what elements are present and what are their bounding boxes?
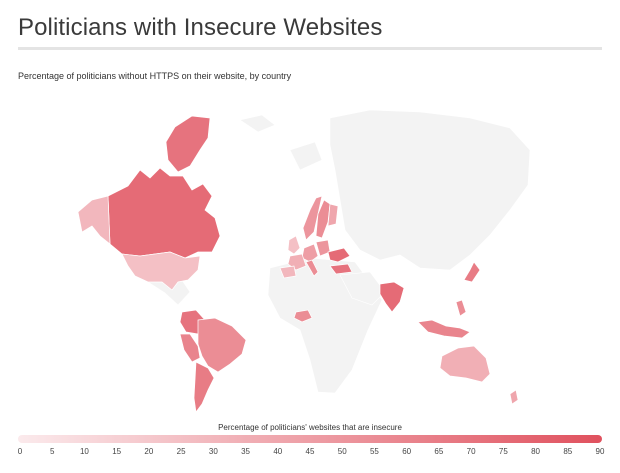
- middle-east-land: [339, 271, 386, 306]
- legend-tick-label: 40: [273, 447, 283, 456]
- legend-tick-label: 30: [208, 447, 218, 456]
- region-japan[interactable]: [463, 261, 481, 283]
- region-ukraine[interactable]: [327, 247, 351, 263]
- scandinavia-north-land: [289, 141, 323, 171]
- legend-tick-label: 70: [466, 447, 476, 456]
- region-brazil[interactable]: [197, 317, 247, 373]
- asia-land: [329, 109, 531, 271]
- svalbard-land: [239, 114, 276, 133]
- legend-tick-label: 90: [595, 447, 605, 456]
- region-turkey[interactable]: [329, 263, 353, 275]
- region-spain[interactable]: [279, 265, 297, 279]
- legend-tick-label: 80: [531, 447, 540, 456]
- map-subtitle: Percentage of politicians without HTTPS …: [18, 71, 292, 81]
- legend-tick-label: 50: [337, 447, 347, 456]
- legend-tick-label: 60: [402, 447, 412, 456]
- region-uk[interactable]: [287, 235, 301, 255]
- region-indonesia[interactable]: [417, 319, 471, 339]
- legend-tick-label: 85: [563, 447, 573, 456]
- region-australia[interactable]: [439, 345, 491, 383]
- data-regions: [77, 115, 519, 413]
- region-peru[interactable]: [179, 333, 201, 363]
- region-alaska[interactable]: [77, 195, 111, 245]
- legend-tick-label: 45: [305, 447, 315, 456]
- region-italy[interactable]: [305, 259, 319, 277]
- legend-tick-label: 0: [17, 447, 23, 456]
- region-argentina[interactable]: [193, 361, 215, 413]
- legend-tick-label: 15: [112, 447, 122, 456]
- legend-tick-label: 55: [369, 447, 379, 456]
- region-poland[interactable]: [315, 239, 331, 257]
- legend-tick-label: 65: [434, 447, 444, 456]
- legend-tick-labels: 0 5 10 15 20 25 30 35 40 45 50 55 60 65 70 75 80 85 90: [0, 447, 620, 459]
- title-divider: [18, 47, 602, 50]
- region-new-zealand[interactable]: [509, 389, 519, 405]
- region-canada[interactable]: [107, 167, 221, 259]
- no-data-land: [134, 109, 531, 394]
- page-title: Politicians with Insecure Websites: [18, 14, 383, 41]
- legend-tick-label: 20: [144, 447, 154, 456]
- region-norway[interactable]: [302, 195, 323, 241]
- legend-color-scale: [18, 435, 602, 443]
- legend-tick-label: 10: [79, 447, 89, 456]
- legend-tick-label: 35: [241, 447, 250, 456]
- region-philippines[interactable]: [455, 299, 467, 317]
- region-india[interactable]: [379, 281, 405, 313]
- region-nigeria[interactable]: [293, 309, 313, 323]
- legend-tick-label: 25: [176, 447, 186, 456]
- legend-tick-label: 5: [49, 447, 55, 456]
- world-choropleth-map: [77, 109, 531, 413]
- region-greenland[interactable]: [165, 115, 211, 173]
- legend-title: Percentage of politicians' websites that…: [218, 423, 402, 432]
- region-finland[interactable]: [327, 203, 339, 227]
- region-usa[interactable]: [121, 251, 201, 291]
- region-sweden[interactable]: [315, 199, 331, 239]
- legend-tick-label: 75: [498, 447, 508, 456]
